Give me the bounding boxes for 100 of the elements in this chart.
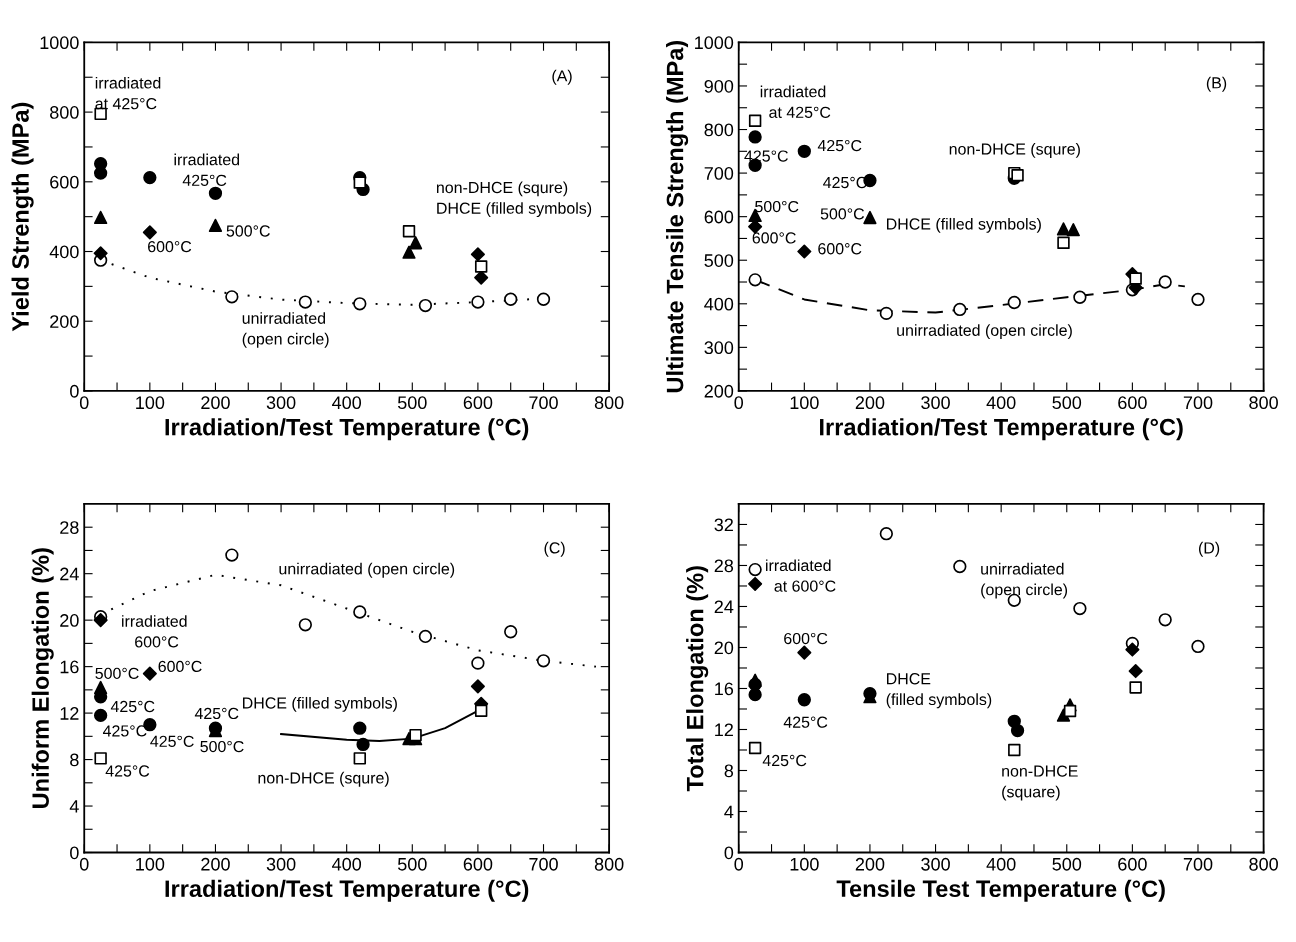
- annotation: DHCE (filled symbols): [243, 696, 397, 712]
- annotation: irradiated 600°C: [122, 615, 187, 648]
- x-tick-label: 600: [463, 857, 493, 871]
- annotation: 425°C: [823, 176, 867, 189]
- y-tick-label: 500: [704, 254, 734, 267]
- annotation: (D): [1198, 541, 1220, 557]
- y-tick-label: 8: [70, 753, 79, 767]
- y-tick-label: 0: [70, 384, 79, 398]
- x-tick-label: 600: [1118, 857, 1147, 871]
- y-axis-title: Yield Strength (MPa): [11, 102, 34, 332]
- x-tick-label: 0: [79, 396, 89, 410]
- y-tick-label: 800: [704, 123, 734, 137]
- x-tick-label: 400: [986, 396, 1016, 410]
- y-axis-title: Uniform Elongation (%): [31, 548, 54, 808]
- x-tick-label: 500: [1052, 396, 1082, 410]
- annotation: unirradiated (open circle): [981, 562, 1068, 599]
- y-axis-title: Total Elongation (%): [686, 566, 709, 792]
- annotation: 500°C: [95, 667, 139, 680]
- annotation: unirradiated (open circle): [897, 324, 1072, 340]
- x-tick-label: 0: [79, 857, 89, 871]
- annotation: irradiated at 600°C: [766, 559, 836, 592]
- annotation: 500°C: [755, 200, 799, 213]
- annotation: 500°C: [200, 740, 244, 753]
- x-tick-label: 200: [855, 396, 885, 410]
- annotation: 425°C: [150, 735, 194, 748]
- x-tick-label: 100: [136, 396, 165, 410]
- annotation: (C): [544, 541, 565, 557]
- x-tick-label: 600: [463, 396, 493, 410]
- y-tick-label: 700: [704, 167, 734, 180]
- x-tick-label: 500: [397, 396, 427, 410]
- x-tick-label: 700: [1183, 857, 1213, 871]
- x-tick-label: 300: [921, 857, 950, 871]
- annotation: 425°C: [194, 707, 239, 720]
- annotation: non-DHCE (squre) DHCE (filled symbols): [436, 181, 592, 218]
- annotation: 600°C: [148, 241, 192, 253]
- y-tick-label: 800: [50, 106, 79, 119]
- x-tick-label: 100: [790, 857, 819, 871]
- y-tick-label: 24: [60, 567, 79, 581]
- annotation: 425°C: [105, 765, 150, 777]
- x-tick-label: 400: [332, 396, 362, 410]
- y-tick-label: 4: [69, 800, 79, 813]
- x-tick-label: 700: [1183, 396, 1213, 410]
- annotation: DHCE (filled symbols): [887, 217, 1041, 233]
- x-tick-label: 600: [1118, 396, 1147, 410]
- x-tick-label: 100: [136, 857, 165, 871]
- annotation: 425°C: [102, 725, 147, 737]
- x-tick-label: 100: [790, 396, 819, 410]
- x-tick-label: 700: [529, 396, 558, 410]
- y-tick-label: 8: [724, 764, 734, 778]
- y-tick-label: 28: [60, 521, 79, 534]
- y-tick-label: 12: [60, 707, 79, 720]
- x-tick-label: 500: [397, 857, 427, 871]
- y-tick-label: 0: [724, 846, 734, 860]
- x-axis-title: Irradiation/Test Temperature (°C): [165, 879, 529, 902]
- annotation: (A): [552, 69, 572, 85]
- x-tick-label: 300: [266, 857, 296, 871]
- y-tick-label: 12: [715, 723, 733, 737]
- annotation: irradiated at 425°C: [760, 85, 831, 119]
- x-tick-label: 200: [855, 857, 885, 871]
- x-axis-title: Tensile Test Temperature (°C): [836, 879, 1165, 902]
- x-axis-title: Irradiation/Test Temperature (°C): [165, 418, 529, 441]
- y-tick-label: 1000: [695, 36, 734, 50]
- annotation: unirradiated (open circle): [242, 312, 329, 348]
- x-tick-label: 700: [529, 857, 558, 871]
- y-tick-label: 600: [704, 210, 734, 224]
- annotation: DHCE (filled symbols): [886, 673, 992, 709]
- x-tick-label: 0: [734, 396, 744, 410]
- y-tick-label: 600: [50, 175, 79, 189]
- y-axis-title: Ultimate Tensile Strength (MPa): [666, 40, 689, 393]
- x-tick-label: 200: [201, 396, 230, 410]
- y-tick-label: 20: [60, 614, 79, 627]
- annotation: non-DHCE (squre): [949, 142, 1080, 158]
- y-tick-label: 16: [60, 660, 79, 674]
- x-tick-label: 800: [594, 396, 624, 410]
- y-tick-label: 200: [704, 384, 734, 398]
- x-tick-label: 800: [1249, 396, 1278, 410]
- annotation: non-DHCE (square): [1002, 765, 1078, 801]
- y-tick-label: 4: [724, 805, 734, 819]
- annotation: 425°C: [783, 716, 828, 728]
- y-tick-label: 20: [714, 641, 734, 655]
- annotation: 600°C: [158, 660, 202, 673]
- x-tick-label: 400: [332, 857, 362, 871]
- annotation: 500°C: [820, 208, 865, 220]
- annotation: (B): [1206, 76, 1227, 92]
- x-tick-label: 500: [1052, 857, 1082, 871]
- x-tick-label: 200: [201, 857, 230, 871]
- annotation: 600°C: [818, 243, 862, 255]
- y-tick-label: 400: [704, 297, 734, 311]
- x-tick-label: 400: [986, 857, 1016, 871]
- x-axis-title: Irradiation/Test Temperature (°C): [820, 418, 1183, 441]
- annotation: 425°C: [762, 754, 807, 767]
- y-tick-label: 1000: [40, 36, 79, 50]
- annotation: unirradiated (open circle): [279, 562, 455, 578]
- x-tick-label: 0: [734, 857, 744, 871]
- annotation: 425°C: [817, 139, 862, 152]
- x-tick-label: 300: [266, 396, 296, 410]
- y-tick-label: 28: [714, 559, 734, 573]
- y-tick-label: 300: [704, 341, 734, 355]
- annotation: 500°C: [226, 225, 270, 237]
- y-tick-label: 24: [714, 600, 734, 614]
